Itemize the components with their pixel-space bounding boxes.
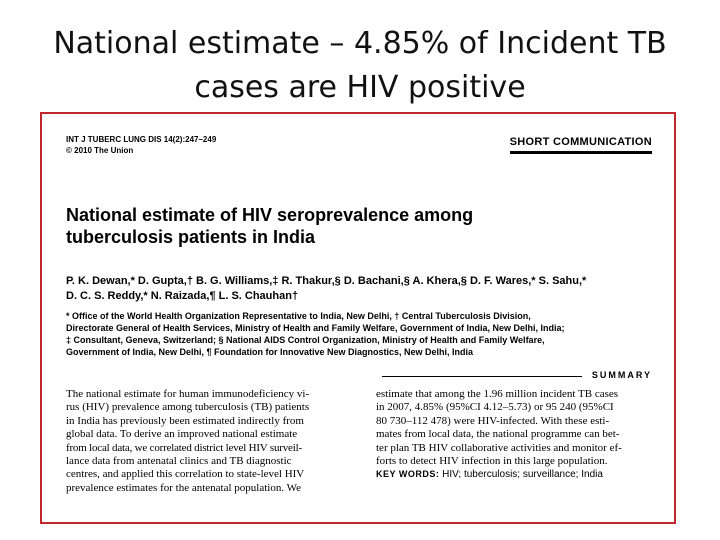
journal-line-2: © 2010 The Union: [66, 146, 134, 155]
keywords-label: KEY WORDS:: [376, 469, 440, 480]
summary-line: lance data from antenatal clinics and TB…: [66, 455, 292, 468]
summary-line: rus (HIV) prevalence among tuberculosis …: [66, 401, 310, 414]
summary-line: ter plan TB HIV collaborative activities…: [376, 441, 622, 454]
keywords-text: HIV; tuberculosis; surveillance; India: [442, 469, 603, 481]
author-list: P. K. Dewan,* D. Gupta,† B. G. Williams,…: [66, 274, 656, 304]
authors-line-1: P. K. Dewan,* D. Gupta,† B. G. Williams,…: [66, 275, 587, 287]
slide-title: National estimate – 4.85% of Incident TB…: [40, 22, 680, 110]
summary-line: centres, and applied this correlation to…: [66, 468, 305, 481]
summary-line: prevalence estimates for the antenatal p…: [66, 481, 302, 494]
affiliation-line: ‡ Consultant, Geneva, Switzerland; § Nat…: [66, 335, 545, 345]
paper-title-line-2: tuberculosis patients in India: [66, 227, 316, 247]
summary-line: estimate that among the 1.96 million inc…: [376, 388, 619, 400]
slide-title-line-1: National estimate – 4.85% of Incident TB: [53, 26, 667, 61]
summary-line: 80 730–112 478) were HIV-infected. With …: [376, 414, 610, 427]
summary-divider: [382, 376, 582, 377]
summary-column-right: estimate that among the 1.96 million inc…: [376, 388, 658, 482]
slide-title-line-2: cases are HIV positive: [194, 70, 526, 105]
journal-citation: INT J TUBERC LUNG DIS 14(2):247–249 © 20…: [66, 134, 216, 156]
keywords: KEY WORDS: HIV; tuberculosis; surveillan…: [376, 468, 658, 481]
summary-heading: SUMMARY: [591, 370, 652, 380]
summary-column-left: The national estimate for human immunode…: [66, 388, 354, 495]
affiliations: * Office of the World Health Organizatio…: [66, 310, 666, 358]
summary-line: The national estimate for human immunode…: [66, 388, 310, 400]
affiliation-line: Directorate General of Health Services, …: [66, 323, 565, 333]
paper-title-line-1: National estimate of HIV seroprevalence …: [66, 205, 474, 225]
summary-line: in India has previously been estimated i…: [66, 414, 304, 427]
paper-title: National estimate of HIV seroprevalence …: [66, 204, 626, 248]
affiliation-line: * Office of the World Health Organizatio…: [66, 311, 531, 321]
summary-line: from local data, we correlated district …: [66, 441, 302, 454]
affiliation-line: Government of India, New Delhi, ¶ Founda…: [66, 347, 474, 357]
section-label: SHORT COMMUNICATION: [509, 136, 652, 154]
summary-line: global data. To derive an improved natio…: [66, 428, 298, 441]
journal-line-1: INT J TUBERC LUNG DIS 14(2):247–249: [66, 135, 217, 144]
paper-excerpt-frame: INT J TUBERC LUNG DIS 14(2):247–249 © 20…: [40, 112, 676, 524]
summary-line: mates from local data, the national prog…: [376, 428, 620, 441]
summary-line: in 2007, 4.85% (95%CI 4.12–5.73) or 95 2…: [376, 401, 614, 414]
summary-line: forts to detect HIV infection in this la…: [376, 455, 608, 468]
authors-line-2: D. C. S. Reddy,* N. Raizada,¶ L. S. Chau…: [66, 290, 299, 302]
